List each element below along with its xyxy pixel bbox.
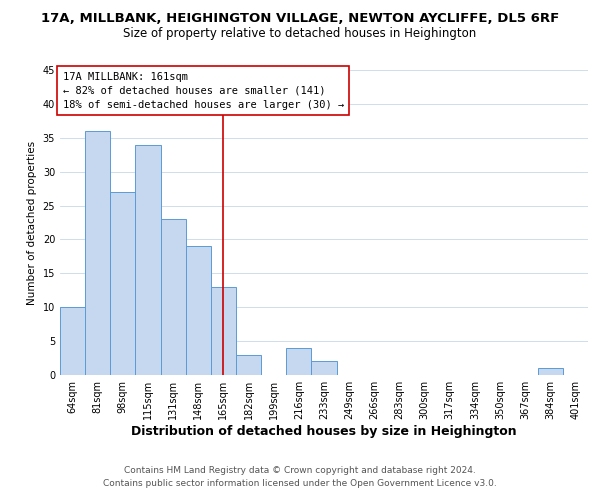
Bar xyxy=(136,144,161,375)
Text: Contains HM Land Registry data © Crown copyright and database right 2024.
Contai: Contains HM Land Registry data © Crown c… xyxy=(103,466,497,487)
Bar xyxy=(538,368,563,375)
Bar xyxy=(236,354,261,375)
Y-axis label: Number of detached properties: Number of detached properties xyxy=(27,140,37,304)
Bar xyxy=(85,131,110,375)
Bar xyxy=(110,192,136,375)
Text: Size of property relative to detached houses in Heighington: Size of property relative to detached ho… xyxy=(124,28,476,40)
Bar xyxy=(286,348,311,375)
Bar xyxy=(186,246,211,375)
X-axis label: Distribution of detached houses by size in Heighington: Distribution of detached houses by size … xyxy=(131,424,517,438)
Bar xyxy=(211,287,236,375)
Text: 17A, MILLBANK, HEIGHINGTON VILLAGE, NEWTON AYCLIFFE, DL5 6RF: 17A, MILLBANK, HEIGHINGTON VILLAGE, NEWT… xyxy=(41,12,559,26)
Bar xyxy=(311,362,337,375)
Text: 17A MILLBANK: 161sqm
← 82% of detached houses are smaller (141)
18% of semi-deta: 17A MILLBANK: 161sqm ← 82% of detached h… xyxy=(62,72,344,110)
Bar xyxy=(161,219,186,375)
Bar xyxy=(60,307,85,375)
